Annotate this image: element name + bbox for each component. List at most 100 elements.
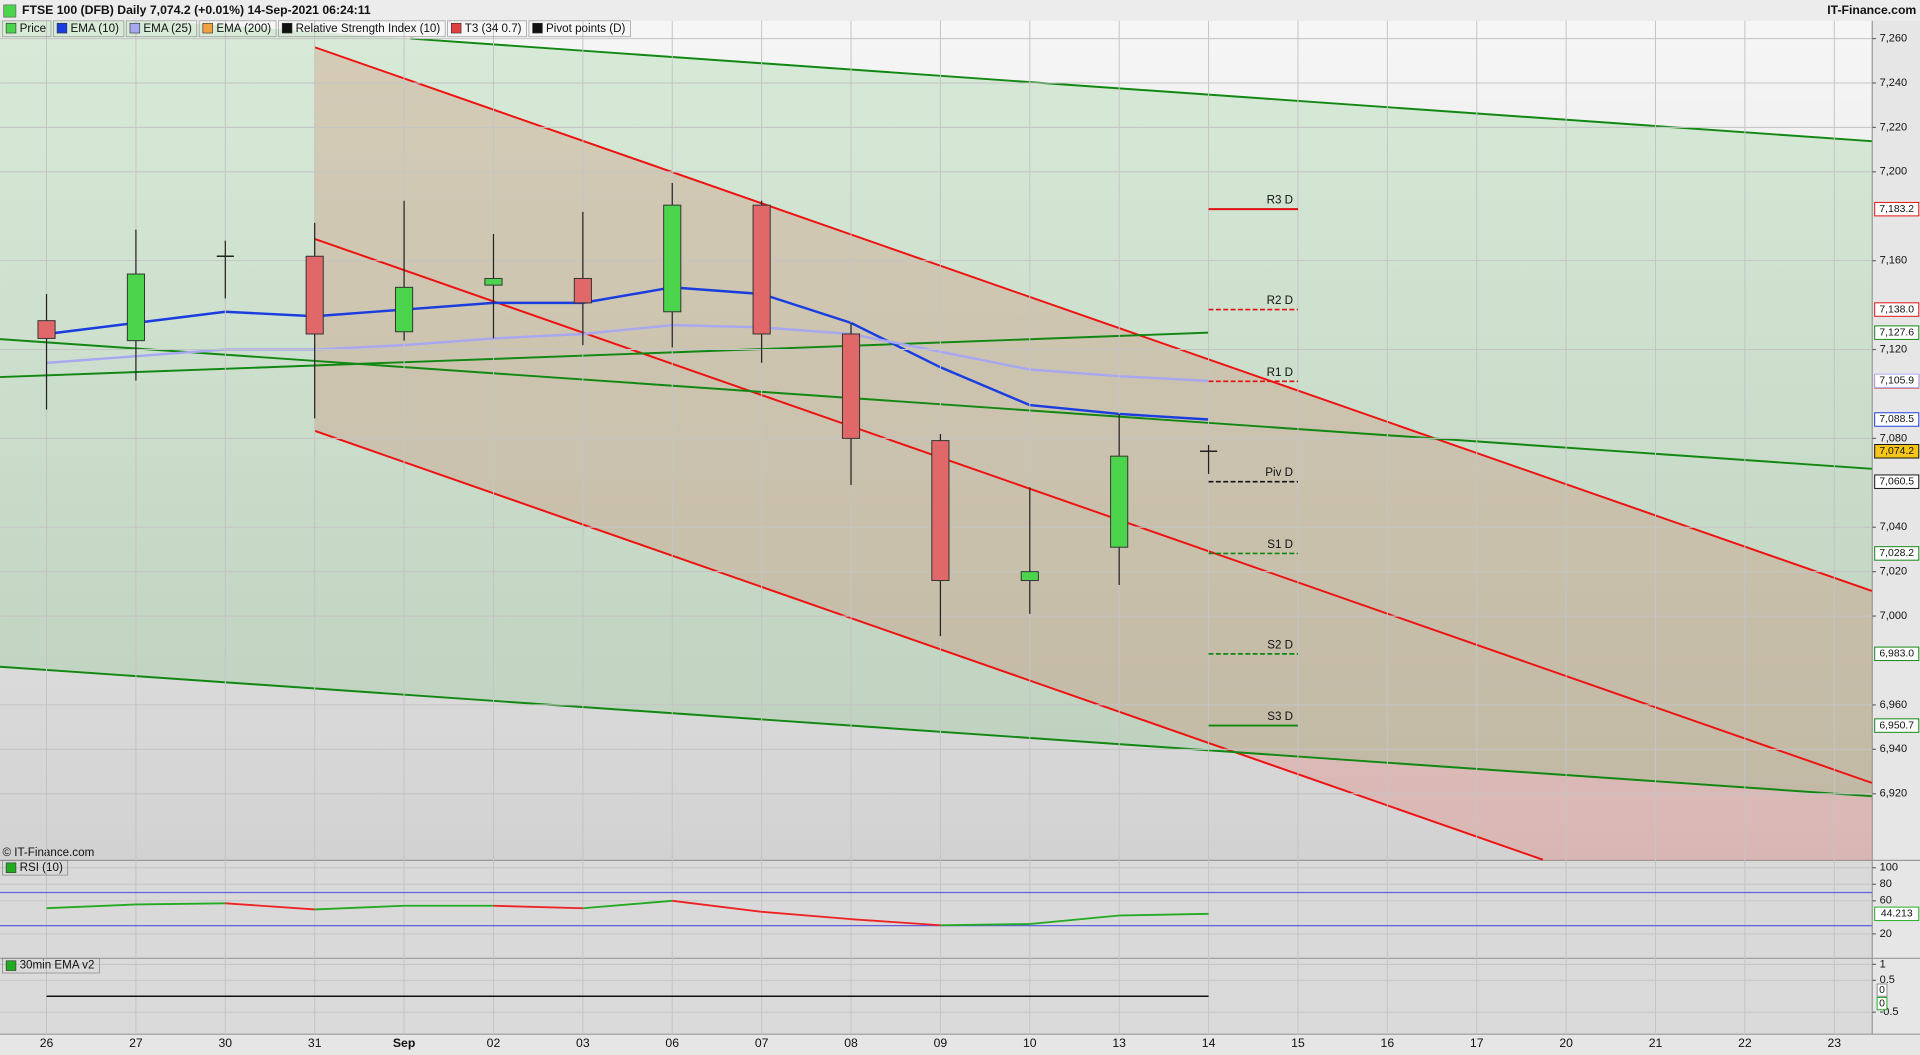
legend-swatch [129,22,141,34]
trendline [314,429,1544,861]
pane-title-box [2,957,100,974]
value-box [1874,546,1920,561]
candle-body [395,286,414,333]
header-bar [0,0,1920,21]
copyright: © IT-Finance.com [2,846,94,859]
candle-body [1020,571,1039,582]
legend-box [447,20,527,38]
y-tick-label: 60 [1880,895,1892,907]
y-tick-label: 7,240 [1880,77,1908,89]
y-tick-label: 7,120 [1880,343,1908,355]
value-box-label: 7,127.6 [1879,327,1914,338]
value-box-label: 7,074.2 [1879,446,1914,457]
candle-body [305,255,324,335]
x-tick-label: 17 [1470,1036,1484,1050]
candle-body [931,440,950,582]
legend-swatch [202,22,213,34]
pane-title-swatch [5,960,17,971]
y-tick-label: 7,020 [1880,566,1908,578]
trendline [314,46,1873,592]
x-tick-label: 21 [1649,1036,1663,1050]
value-box [1874,201,1920,217]
x-tick-label: 23 [1827,1036,1841,1050]
y-tick-label: 6,920 [1880,788,1908,800]
value-box-label: 7,088.5 [1879,414,1914,425]
x-tick-label: 02 [487,1036,501,1050]
x-tick-label: 27 [129,1036,143,1050]
y-tick-label: 7,040 [1880,521,1908,533]
legend-swatch [5,22,17,34]
value-box-label: 6,950.7 [1879,720,1914,731]
legend-box [528,20,631,38]
pane-title: 30min EMA v2 [20,959,95,972]
y-tick-label: 1 [1880,958,1886,970]
value-box [1874,718,1920,733]
pivot-name: S3 D [1267,710,1293,723]
x-tick-label: 31 [308,1036,322,1050]
app-icon [3,4,17,18]
y-tick-label: 6,960 [1880,699,1908,711]
value-box-label: 7,028.2 [1879,548,1914,559]
pane-title-box [2,860,69,876]
y-tick-label: 6,940 [1880,743,1908,755]
trendline [0,331,1209,379]
y-tick-label: 7,200 [1880,166,1908,178]
trendline [0,665,1872,798]
value-box-label: 44.213 [1881,909,1913,920]
rsi-segment [135,902,226,906]
x-tick-label: 10 [1023,1036,1037,1050]
x-tick-label: 26 [40,1036,54,1050]
ema-line [46,286,1209,421]
chart-title: FTSE 100 (DFB) Daily 7,074.2 (+0.01%) 14… [22,3,371,17]
rsi-segment [850,918,941,927]
plot-area [0,20,1873,861]
pane-title: RSI (10) [20,861,63,874]
source: IT-Finance.com [1827,3,1916,17]
candle-body [484,277,503,286]
rsi-segment [314,904,405,911]
x-tick-label: 22 [1738,1036,1752,1050]
y-tick-label: 80 [1880,878,1892,890]
trendline [314,237,1873,784]
pivot-name: S2 D [1267,638,1293,651]
candle-body [1110,455,1129,548]
value-box [1874,412,1920,427]
y-tick-label: 7,080 [1880,432,1908,444]
rsi-segment [493,904,583,910]
value-box [1874,474,1920,489]
candle-body [841,333,861,439]
legend-swatch [450,22,462,34]
rsi-segment [225,902,315,911]
x-tick-label: Sep [393,1036,415,1050]
rsi-segment [582,899,673,910]
legend-swatch [532,22,543,34]
x-tick-label: 30 [218,1036,232,1050]
y-tick-label: 0.5 [1880,974,1895,986]
channel-fill [0,20,1873,797]
legend-box [278,20,446,38]
rsi-segment [761,910,852,921]
rsi-segment [672,899,762,913]
candle-body [752,204,771,335]
trendline [410,37,1872,143]
value-box [1874,444,1920,459]
x-tick-label: 08 [844,1036,858,1050]
legend-label: T3 (34 0.7) [465,22,522,35]
y-tick-label: 7,000 [1880,610,1908,622]
candle-body [126,273,145,342]
x-tick-label: 03 [576,1036,590,1050]
value-box [1876,996,1888,1011]
legend-label: Pivot points (D) [546,22,626,35]
legend-box [53,20,125,38]
y-tick-label: -0.5 [1880,1006,1899,1018]
pivot-name: R1 D [1267,366,1293,379]
x-tick-label: 20 [1559,1036,1573,1050]
pivot-name: R2 D [1267,294,1293,307]
y-tick-label: 100 [1880,862,1898,874]
legend-label: Price [20,22,46,35]
value-box-label: 6,983.0 [1879,649,1914,660]
candle-body [573,277,592,304]
legend-box [125,20,198,38]
legend-label: EMA (200) [216,22,271,35]
